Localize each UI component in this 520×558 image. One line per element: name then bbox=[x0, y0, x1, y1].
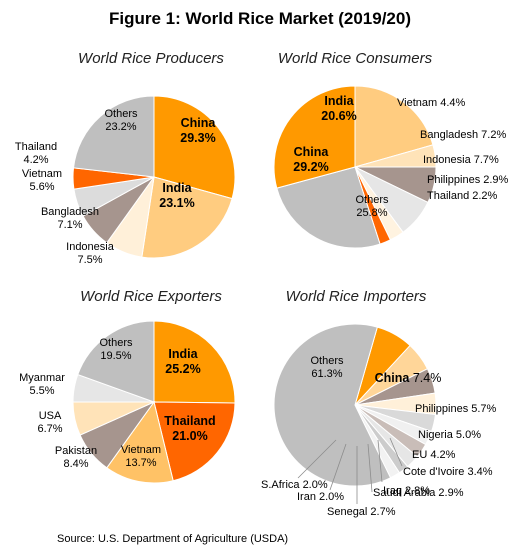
pie-slice-others bbox=[77, 320, 155, 403]
data-label-india: India 23.1% bbox=[159, 181, 194, 210]
data-label-iraq: Iraq 2.8% bbox=[383, 485, 430, 497]
pie-slice-india bbox=[141, 176, 233, 259]
data-label-bangladesh: Bangladesh 7.2% bbox=[420, 129, 506, 141]
data-label-others: Others 23.2% bbox=[104, 108, 138, 133]
data-label-myanmar: Myanmar 5.5% bbox=[19, 372, 65, 397]
data-label-thailand: Thailand 21.0% bbox=[164, 414, 215, 443]
pie-slice-india bbox=[153, 320, 236, 404]
data-label-indonesia: Indonesia 7.7% bbox=[423, 154, 499, 166]
chart-title: World Rice Producers bbox=[78, 50, 224, 67]
data-label-china: China 29.2% bbox=[293, 145, 329, 174]
data-label-iran: Iran 2.0% bbox=[297, 491, 344, 503]
data-label-indonesia: Indonesia 7.5% bbox=[66, 241, 115, 266]
data-label-vietnam: Vietnam 5.6% bbox=[22, 168, 62, 193]
pie-slice-india bbox=[354, 85, 434, 168]
chart-title: World Rice Importers bbox=[286, 288, 427, 305]
data-label-thailand: Thailand 4.2% bbox=[15, 141, 57, 166]
leader-line bbox=[389, 437, 403, 467]
chart-title: World Rice Consumers bbox=[278, 50, 433, 67]
world-rice-consumers-chart: World Rice Consumers India 20.6% Vietnam 4.… bbox=[273, 50, 509, 249]
pie-slice-others bbox=[273, 323, 392, 487]
pie-slice-vietnam bbox=[106, 400, 174, 484]
pie-slice-thailand bbox=[153, 401, 236, 482]
data-label-china: China 7.4% bbox=[375, 371, 442, 385]
data-label-vietnam: Vietnam 13.7% bbox=[121, 444, 161, 469]
data-label-india: India 25.2% bbox=[165, 347, 200, 376]
data-label-s-africa: S.Africa 2.0% bbox=[261, 479, 328, 491]
data-label-others: Others 25.8% bbox=[355, 194, 389, 219]
pie-slice-china bbox=[273, 85, 356, 189]
data-label-philippines: Philippines 5.7% bbox=[415, 403, 497, 415]
data-label-thailand: Thailand 2.2% bbox=[427, 190, 498, 202]
pie-slice-others bbox=[276, 166, 381, 249]
world-rice-importers-chart: World Rice Importers China 7.4% Philippine… bbox=[261, 288, 497, 518]
data-label-pakistan: Pakistan 8.4% bbox=[55, 445, 97, 470]
data-label-philippines: Philippines 2.9% bbox=[427, 174, 509, 186]
data-label-india: India 20.6% bbox=[321, 94, 356, 123]
source-note: Source: U.S. Department of Agriculture (… bbox=[57, 533, 289, 545]
data-label-cote-d-ivoire: Cote d'Ivoire 3.4% bbox=[403, 466, 493, 478]
data-label-others: Others 19.5% bbox=[99, 337, 133, 362]
data-label-saudi-arabia: Saudi Arabia 2.9% bbox=[373, 487, 464, 499]
data-label-china: China 29.3% bbox=[180, 116, 216, 145]
data-label-senegal: Senegal 2.7% bbox=[327, 506, 396, 518]
figure-title: Figure 1: World Rice Market (2019/20) bbox=[108, 9, 411, 28]
data-label-vietnam: Vietnam 4.4% bbox=[397, 97, 466, 109]
data-label-nigeria: Nigeria 5.0% bbox=[418, 429, 481, 441]
chart-title: World Rice Exporters bbox=[80, 288, 222, 305]
leader-line bbox=[297, 439, 337, 479]
leader-line bbox=[367, 443, 373, 493]
leader-line bbox=[329, 443, 347, 491]
world-rice-exporters-chart: World Rice Exporters India 25.2% Thailand 21… bbox=[19, 288, 236, 484]
data-label-eu: EU 4.2% bbox=[412, 449, 456, 461]
leader-line bbox=[377, 439, 383, 483]
pie-slice-others bbox=[72, 95, 155, 178]
data-label-others: Others 61.3% bbox=[310, 355, 344, 380]
world-rice-producers-chart: World Rice Producers China 29.3% India 23.1%… bbox=[15, 50, 236, 266]
pie-slice-china bbox=[153, 95, 236, 200]
data-label-usa: USA 6.7% bbox=[37, 410, 62, 435]
data-label-bangladesh: Bangladesh 7.1% bbox=[41, 206, 99, 231]
